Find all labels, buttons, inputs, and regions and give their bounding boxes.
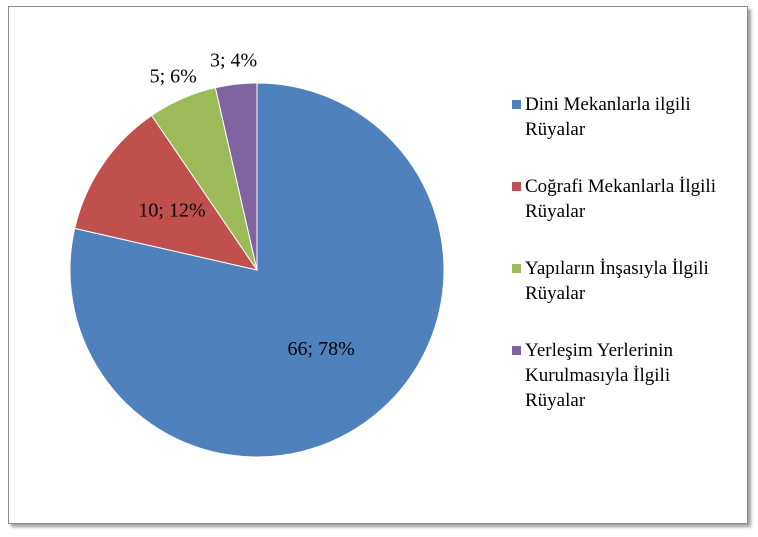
legend-label: Yerleşim Yerlerinin Kurulmasıyla İlgili … xyxy=(525,340,673,411)
legend-swatch xyxy=(512,346,521,355)
legend-swatch xyxy=(512,100,521,109)
data-label: 66; 78% xyxy=(288,338,355,360)
legend-label: Coğrafi Mekanlarla İlgili Rüyalar xyxy=(525,176,716,222)
legend-item: Coğrafi Mekanlarla İlgili Rüyalar xyxy=(512,174,742,224)
data-label: 5; 6% xyxy=(150,66,197,88)
data-label: 3; 4% xyxy=(210,49,257,71)
data-label: 10; 12% xyxy=(138,200,205,222)
legend-item: Dini Mekanlarla ilgili Rüyalar xyxy=(512,92,742,142)
legend-label: Yapıların İnşasıyla İlgili Rüyalar xyxy=(525,258,709,304)
legend-item: Yapıların İnşasıyla İlgili Rüyalar xyxy=(512,256,742,306)
legend-swatch xyxy=(512,182,521,191)
legend: Dini Mekanlarla ilgili Rüyalar Coğrafi Me… xyxy=(512,92,742,413)
pie-slice xyxy=(74,114,259,271)
legend-swatch xyxy=(512,264,521,273)
legend-label: Dini Mekanlarla ilgili Rüyalar xyxy=(525,94,691,140)
pie-slice xyxy=(214,82,258,271)
legend-item: Yerleşim Yerlerinin Kurulmasıyla İlgili … xyxy=(512,338,742,413)
